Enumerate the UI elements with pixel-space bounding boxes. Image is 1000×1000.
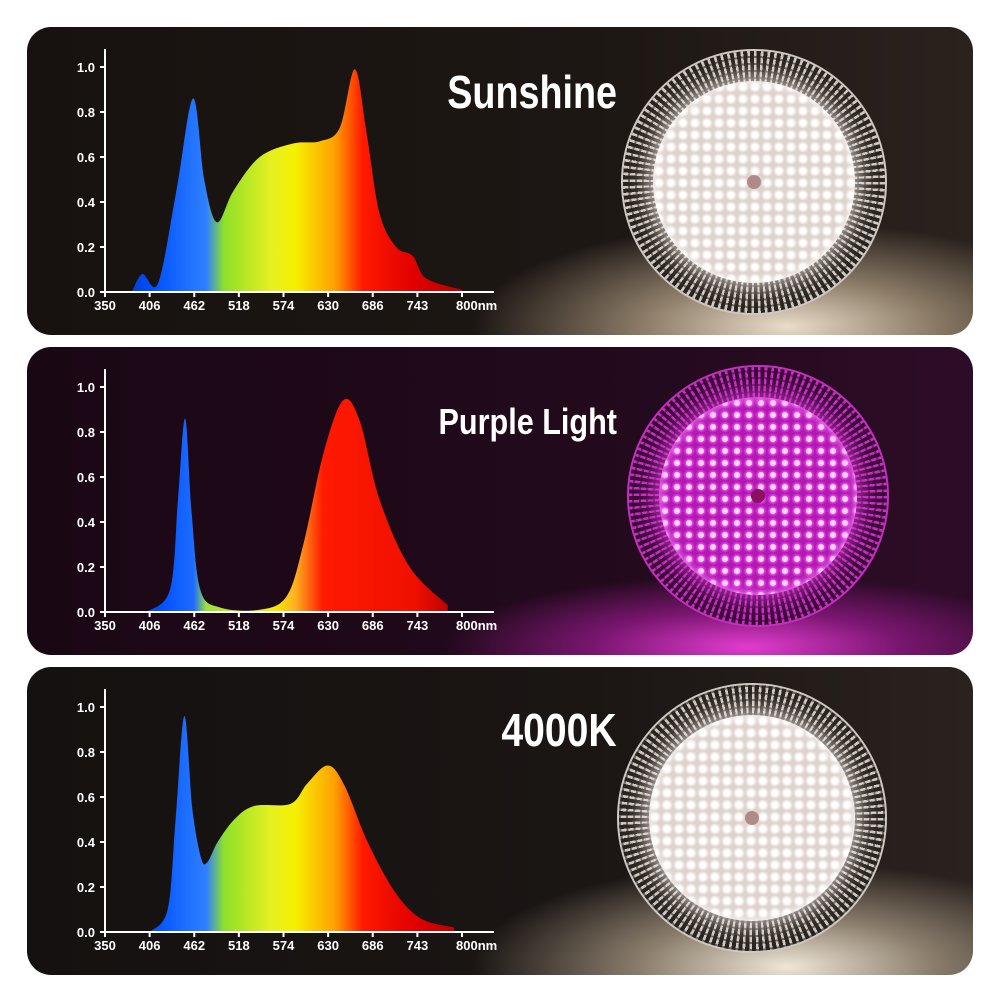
y-tick-label: 0.2	[77, 240, 95, 255]
y-tick-label: 0.4	[77, 835, 96, 850]
x-tick-label: 462	[183, 298, 205, 313]
y-tick-label: 0.8	[77, 105, 95, 120]
x-tick-label: 462	[183, 938, 205, 953]
y-tick-label: 1.0	[77, 380, 95, 395]
y-tick-label: 1.0	[77, 60, 95, 75]
x-tick-label: 406	[139, 938, 161, 953]
x-tick-label: 574	[273, 298, 295, 313]
x-tick-label: 574	[273, 618, 295, 633]
x-tick-label: 800nm	[456, 938, 497, 953]
y-tick-label: 0.0	[77, 285, 95, 300]
purple-light-panel: 350 406 462 518 574 630 686 743 800nm 0.0 0.2 0.4 0.…	[27, 347, 973, 655]
x-tick-label: 686	[362, 938, 384, 953]
y-tick-label: 0.6	[77, 470, 95, 485]
led-board	[659, 397, 857, 595]
x-tick-label: 518	[228, 298, 250, 313]
y-tick-label: 1.0	[77, 700, 95, 715]
y-tick-label: 0.0	[77, 605, 95, 620]
x-tick-label: 518	[228, 938, 250, 953]
panel-title: Sunshine	[447, 66, 617, 118]
purple-lamp-image	[629, 367, 887, 625]
sunshine-spectrum-chart: 350 406 462 518 574 630 686 743 800nm 0.0 0.2 0.4 0.…	[77, 49, 497, 313]
x-tick-label: 350	[94, 298, 116, 313]
4000k-lamp-image	[619, 685, 885, 951]
y-tick-label: 0.4	[77, 195, 96, 210]
x-tick-label: 743	[407, 618, 429, 633]
x-tick-label: 350	[94, 938, 116, 953]
x-tick-label: 406	[139, 298, 161, 313]
x-tick-label: 743	[407, 298, 429, 313]
x-tick-label: 630	[317, 618, 339, 633]
panel-title: 4000K	[501, 704, 617, 756]
sunshine-panel: 350 406 462 518 574 630 686 743 800nm 0.0 0.2 0.4 0.…	[27, 27, 973, 335]
x-tick-label: 406	[139, 618, 161, 633]
y-tick-label: 0.6	[77, 150, 95, 165]
x-tick-label: 630	[317, 938, 339, 953]
x-tick-label: 630	[317, 298, 339, 313]
spectrum-area	[131, 69, 462, 292]
x-tick-label: 800nm	[456, 618, 497, 633]
spectrum-area	[149, 715, 455, 932]
y-tick-label: 0.0	[77, 925, 95, 940]
x-tick-label: 462	[183, 618, 205, 633]
4000k-panel: 350 406 462 518 574 630 686 743 800nm 0.0 0.2 0.4 0.…	[27, 667, 973, 975]
y-tick-label: 0.6	[77, 790, 95, 805]
lamp-center-hub	[747, 175, 761, 189]
x-tick-label: 350	[94, 618, 116, 633]
y-tick-label: 0.8	[77, 745, 95, 760]
x-tick-label: 686	[362, 298, 384, 313]
panel-title: Purple Light	[438, 401, 618, 442]
x-tick-label: 574	[273, 938, 295, 953]
sunshine-lamp-image	[623, 51, 885, 313]
4000k-spectrum-chart: 350 406 462 518 574 630 686 743 800nm 0.0 0.2 0.4 0.…	[77, 689, 497, 953]
lamp-center-hub	[751, 489, 765, 503]
y-tick-label: 0.2	[77, 880, 95, 895]
y-tick-label: 0.2	[77, 560, 95, 575]
lamp-center-hub	[745, 811, 759, 825]
x-tick-label: 686	[362, 618, 384, 633]
x-tick-label: 518	[228, 618, 250, 633]
y-tick-label: 0.4	[77, 515, 96, 530]
purple-light-spectrum-chart: 350 406 462 518 574 630 686 743 800nm 0.0 0.2 0.4 0.…	[77, 369, 497, 633]
y-tick-label: 0.8	[77, 425, 95, 440]
spectrum-area	[146, 398, 448, 612]
x-tick-label: 743	[407, 938, 429, 953]
x-tick-label: 800nm	[456, 298, 497, 313]
